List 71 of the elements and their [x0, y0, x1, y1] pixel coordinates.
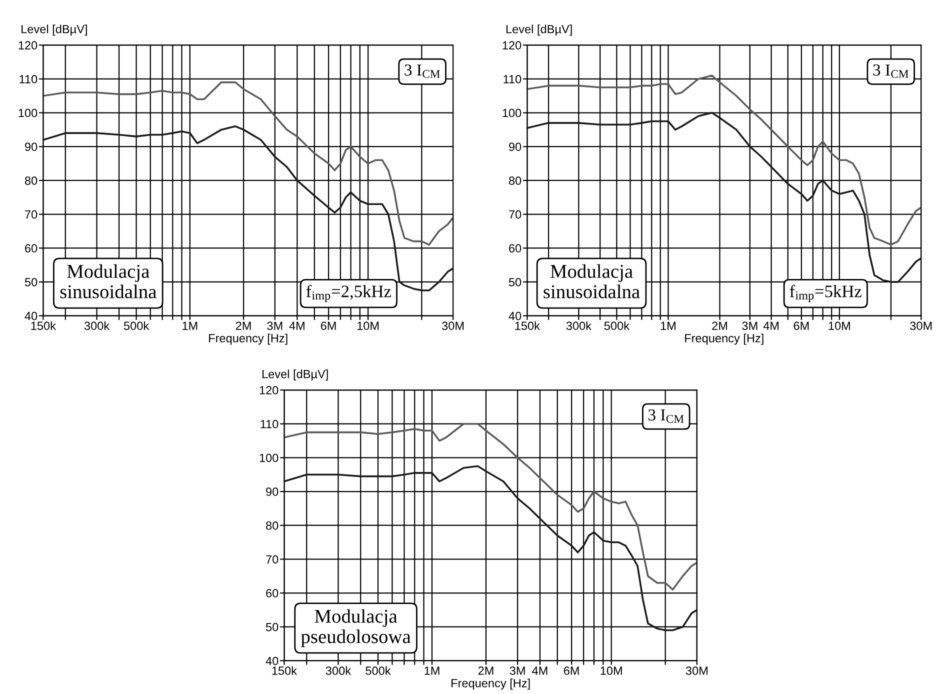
x-tick-label: 3M — [267, 322, 282, 330]
y-tick-label: 70 — [509, 210, 522, 219]
y-tick-label: 40 — [266, 656, 278, 666]
y-tick-label: 50 — [508, 278, 522, 286]
x-tick-label: 2M — [478, 666, 494, 675]
y-tick-label: 110 — [504, 74, 522, 84]
x-axis-title: Frequency [Hz] — [452, 678, 530, 690]
y-tick-label: 50 — [24, 278, 38, 286]
y-tick-label: 70 — [266, 555, 278, 564]
y-tick-label: 120 — [18, 41, 38, 50]
annotation: f$_{imp}$=2,5kHz — [306, 284, 391, 302]
x-tick-label: 1M — [660, 322, 676, 330]
x-tick-label: 6M — [564, 666, 579, 675]
x-axis-title: Frequency [Hz] — [685, 334, 764, 345]
y-tick-label: 90 — [266, 488, 278, 496]
x-tick-label: 2M — [236, 322, 251, 330]
x-tick-label: 300k — [326, 666, 352, 675]
x-axis-title: Frequency [Hz] — [209, 334, 288, 345]
y-tick-label: 110 — [20, 74, 38, 84]
y-tick-label: 120 — [502, 41, 522, 50]
y-tick-label: 80 — [508, 176, 522, 185]
y-tick-label: 90 — [509, 142, 522, 151]
x-tick-label: 300k — [84, 321, 110, 330]
annotation: Modulacja sinusoidalna — [60, 264, 156, 298]
x-tick-label: 10M — [600, 666, 622, 675]
annotation: Modulacja pseudolosowa — [301, 609, 411, 648]
annotation: Modulacja sinusoidalna — [544, 264, 640, 298]
y-tick-label: 100 — [260, 454, 278, 462]
y-tick-label: 50 — [266, 622, 278, 632]
x-tick-label: 300k — [566, 321, 592, 330]
x-tick-label: 3M — [742, 322, 758, 330]
y-tick-label: 70 — [25, 210, 38, 219]
y-tick-label: 100 — [18, 108, 38, 118]
y-tick-label: 60 — [266, 589, 278, 598]
y-tick-label: 80 — [24, 176, 38, 185]
x-tick-label: 10M — [828, 322, 850, 330]
annotation: 3 I$_{CM}$ — [648, 409, 684, 423]
y-tick-label: 40 — [24, 312, 38, 320]
y-tick-label: 90 — [25, 142, 38, 151]
x-tick-label: 6M — [320, 322, 336, 330]
y-tick-label: 80 — [266, 521, 278, 530]
x-tick-label: 4M — [763, 322, 779, 330]
x-tick-label: 3M — [510, 666, 525, 675]
x-tick-label: 150k — [31, 321, 56, 330]
x-tick-label: 4M — [532, 666, 548, 675]
x-tick-label: 30M — [686, 666, 708, 675]
annotation: 3 I$_{CM}$ — [404, 64, 440, 78]
x-tick-label: 30M — [442, 322, 464, 330]
x-tick-label: 6M — [794, 322, 809, 330]
y-axis-title: Level [dBµV] — [262, 370, 328, 381]
x-tick-label: 500k — [366, 666, 391, 675]
y-tick-label: 60 — [509, 244, 522, 252]
x-tick-label: 10M — [357, 322, 379, 330]
annotation: 3 I$_{CM}$ — [873, 64, 908, 78]
y-axis-title: Level [dBµV] — [506, 24, 572, 36]
x-tick-label: 4M — [289, 322, 304, 330]
x-tick-label: 500k — [604, 321, 630, 330]
y-tick-label: 120 — [260, 386, 278, 394]
annotation: f$_{imp}$=5kHz — [790, 284, 862, 302]
y-tick-label: 110 — [260, 420, 278, 428]
x-tick-label: 150k — [515, 321, 540, 330]
x-tick-label: 30M — [910, 322, 932, 330]
y-tick-label: 100 — [502, 108, 522, 118]
y-tick-label: 60 — [25, 244, 38, 252]
y-tick-label: 40 — [508, 312, 522, 320]
x-tick-label: 150k — [272, 666, 298, 675]
x-tick-label: 1M — [424, 666, 440, 675]
x-tick-label: 2M — [712, 322, 727, 330]
x-tick-label: 500k — [124, 321, 150, 330]
y-axis-title: Level [dBµV] — [22, 24, 87, 36]
x-tick-label: 1M — [182, 322, 198, 330]
